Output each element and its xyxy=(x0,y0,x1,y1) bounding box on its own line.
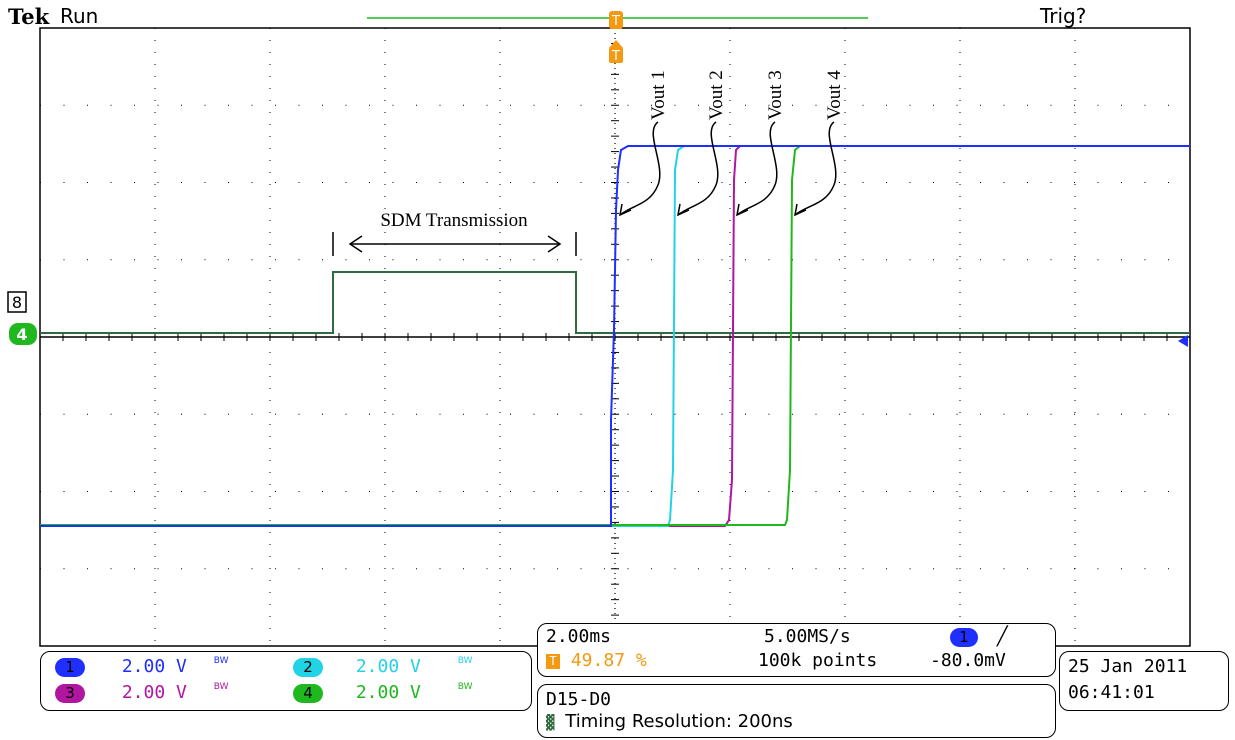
channel-scale-panel: 1 2.00 V BW 2 2.00 V BW 3 2.00 V BW 4 2.… xyxy=(40,651,532,711)
ch1-bw-icon: BW xyxy=(213,656,229,666)
rising-edge-icon: ╱ xyxy=(996,626,1008,647)
vout-label-3: Vout 3 xyxy=(765,70,786,120)
sdm-label: SDM Transmission xyxy=(380,210,528,231)
ch3-badge[interactable]: 3 xyxy=(55,683,85,703)
vout-label-2: Vout 2 xyxy=(706,70,727,120)
trigger-t-icon: T xyxy=(546,653,560,669)
reference-8-marker: 8 xyxy=(7,291,27,313)
bus-label: D15-D0 xyxy=(546,689,612,710)
time-value: 06:41:01 xyxy=(1068,682,1155,703)
ch1-badge[interactable]: 1 xyxy=(55,657,85,677)
vout-arrow-1 xyxy=(619,121,661,216)
ch2-bw-icon: BW xyxy=(457,656,473,666)
vout-label-4: Vout 4 xyxy=(824,70,845,120)
ch1-scale: 2.00 V xyxy=(121,656,187,677)
sdm-annotation: SDM Transmission xyxy=(332,210,577,256)
svg-text:8: 8 xyxy=(12,293,22,312)
trigger-level[interactable]: -80.0mV xyxy=(930,650,1006,671)
vout-arrow-3 xyxy=(736,121,778,216)
ch4-badge[interactable]: 4 xyxy=(293,683,323,703)
digital-panel: D15-D0 ▓ Timing Resolution: 200ns xyxy=(537,684,1056,738)
sample-rate-value: 5.00MS/s xyxy=(764,626,851,647)
trigger-position-marker: T xyxy=(609,11,623,29)
run-status: Run xyxy=(60,4,99,28)
graticule-grid xyxy=(39,27,1191,646)
date-value: 25 Jan 2011 xyxy=(1068,656,1188,677)
vout-annotations: Vout 1 Vout 2 Vout 3 Vout 4 xyxy=(619,70,845,217)
ch1-trace xyxy=(40,145,1190,527)
svg-text:4: 4 xyxy=(16,325,27,344)
digital-bus-trace xyxy=(40,271,1190,334)
ch4-scale: 2.00 V xyxy=(355,682,421,703)
ch4-bw-icon: BW xyxy=(457,682,473,692)
brand-logo: Tek xyxy=(8,4,50,29)
trigger-position: T 49.87 % xyxy=(546,650,647,671)
ch2-badge[interactable]: 2 xyxy=(293,657,323,677)
svg-text:T: T xyxy=(611,14,620,29)
ch1-level-marker xyxy=(1178,335,1188,347)
timebase-value[interactable]: 2.00ms xyxy=(546,626,612,647)
vout-arrow-2 xyxy=(677,121,719,216)
timing-icon: ▓ xyxy=(546,715,555,731)
timing-resolution: ▓ Timing Resolution: 200ns xyxy=(546,711,793,732)
vout-label-1: Vout 1 xyxy=(648,70,669,120)
acquisition-panel: 2.00ms 5.00MS/s 1 ╱ T 49.87 % 100k point… xyxy=(537,623,1056,677)
ch3-scale: 2.00 V xyxy=(121,682,187,703)
record-length: 100k points xyxy=(758,650,878,671)
ch3-bw-icon: BW xyxy=(213,682,229,692)
trigger-source-badge[interactable]: 1 ╱ xyxy=(950,626,1008,647)
svg-text:T: T xyxy=(611,49,620,64)
trigger-t-marker: T xyxy=(609,40,623,64)
datetime-panel: 25 Jan 2011 06:41:01 xyxy=(1059,651,1229,711)
vout-arrow-4 xyxy=(794,121,837,216)
trigger-status: Trig? xyxy=(1040,4,1087,28)
ch2-scale: 2.00 V xyxy=(355,656,421,677)
ch4-ground-marker: 4 xyxy=(9,323,37,345)
